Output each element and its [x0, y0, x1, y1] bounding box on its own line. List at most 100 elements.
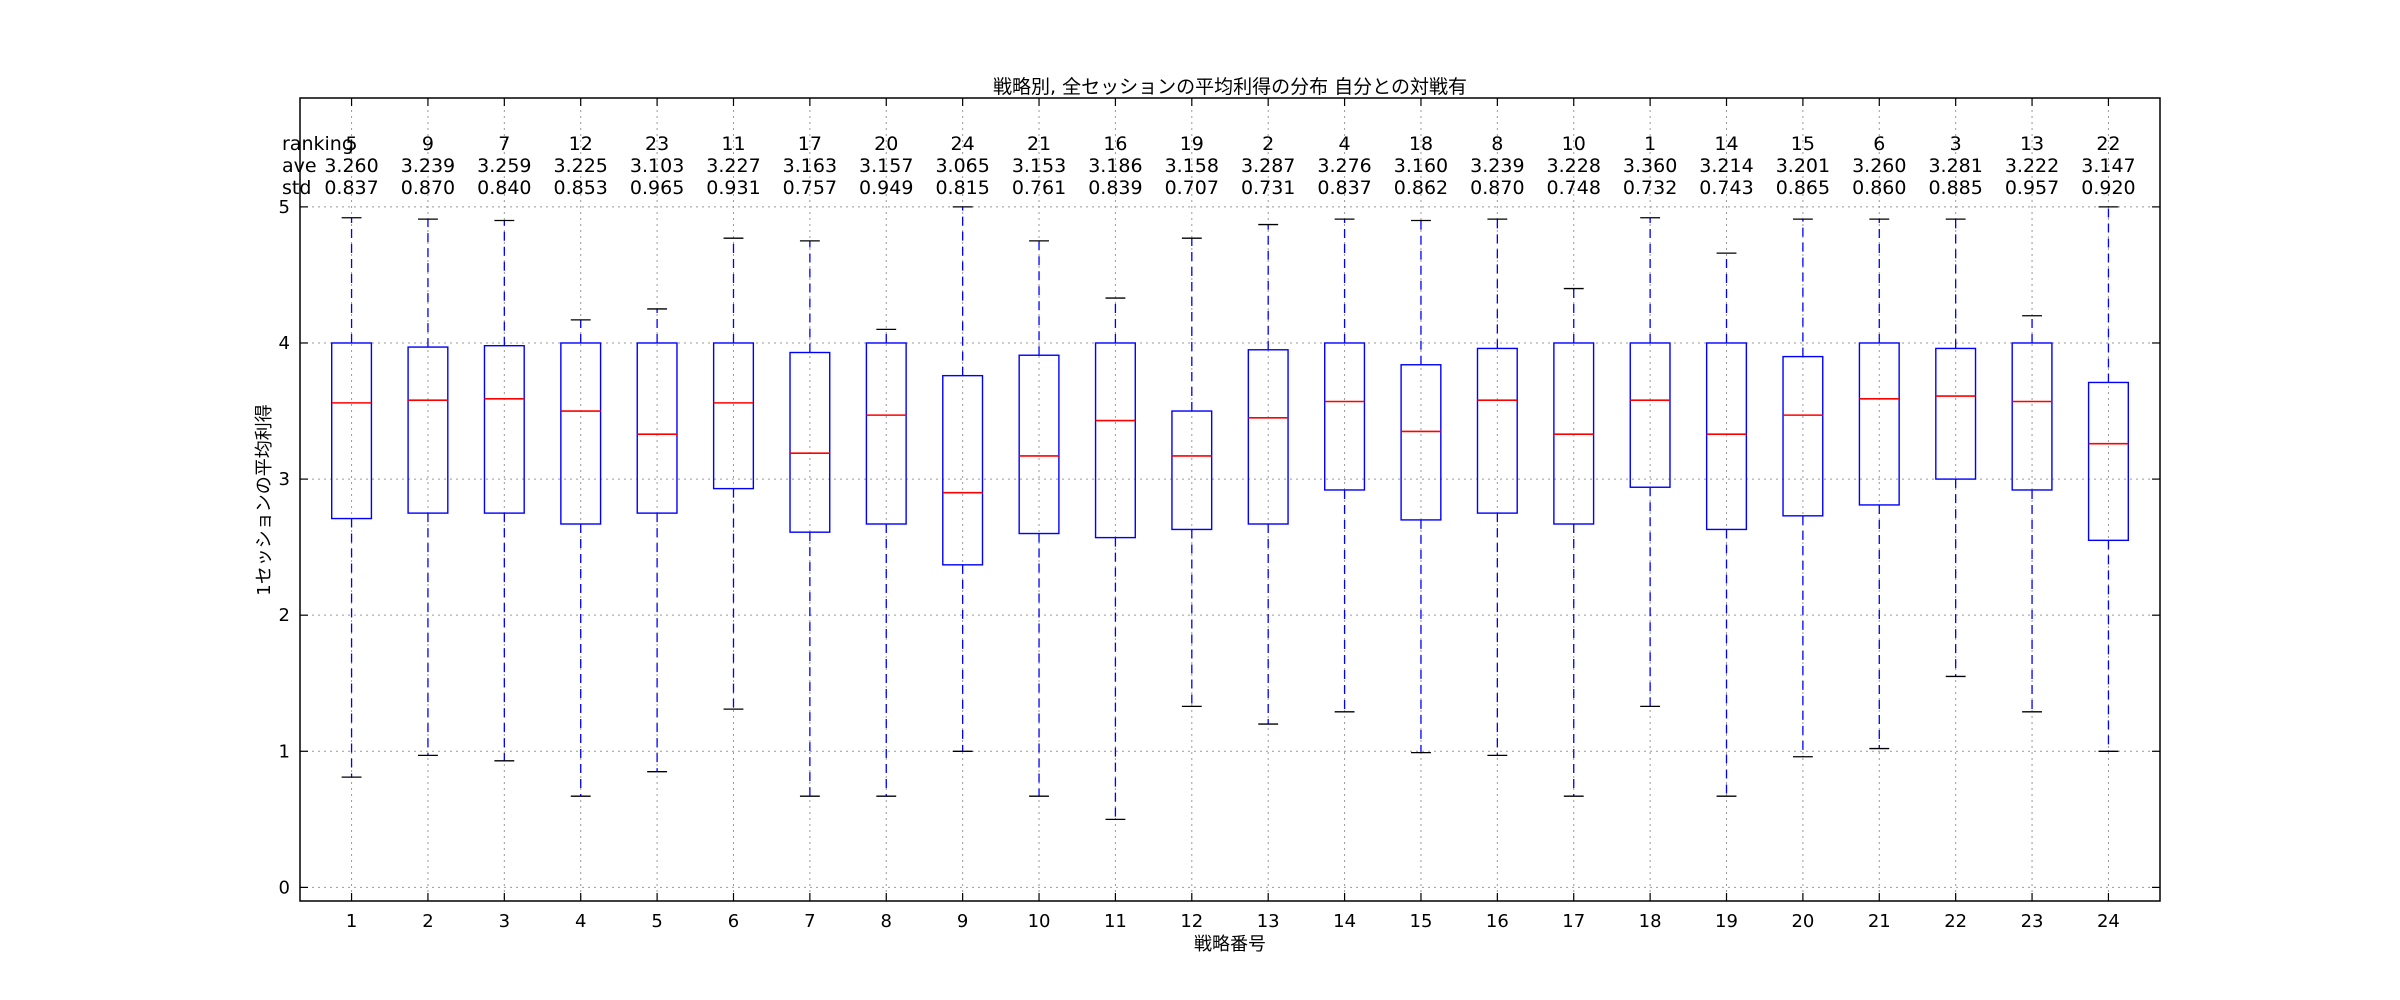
box-iqr	[2087, 381, 2129, 542]
box-iqr	[1629, 342, 1671, 488]
std-value: 0.965	[630, 177, 684, 199]
y-tick-label: 4	[279, 333, 290, 354]
std-value: 0.862	[1394, 177, 1448, 199]
ave-value: 3.222	[2005, 155, 2059, 177]
box-iqr	[865, 342, 907, 525]
ranking-value: 2	[1262, 133, 1274, 155]
box-iqr	[1705, 342, 1748, 531]
x-tick-label: 24	[2097, 911, 2120, 932]
box-iqr	[1094, 342, 1136, 539]
x-axis-label: 戦略番号	[1194, 934, 1266, 955]
std-value: 0.731	[1241, 177, 1295, 199]
ranking-value: 5	[346, 133, 358, 155]
std-row-label: std	[282, 177, 311, 199]
x-tick-label: 12	[1180, 911, 1203, 932]
box-iqr	[331, 342, 373, 520]
x-tick-label: 8	[881, 911, 892, 932]
ave-value: 3.157	[859, 155, 913, 177]
ave-value: 3.259	[477, 155, 531, 177]
box-iqr	[1247, 349, 1289, 525]
x-tick-label: 10	[1028, 911, 1051, 932]
box-iqr	[1324, 342, 1366, 491]
x-tick-label: 15	[1410, 911, 1433, 932]
ranking-value: 17	[798, 133, 822, 155]
ranking-value: 6	[1873, 133, 1885, 155]
std-value: 0.860	[1852, 177, 1906, 199]
x-tick-label: 6	[728, 911, 739, 932]
std-value: 0.885	[1928, 177, 1982, 199]
ave-value: 3.239	[401, 155, 455, 177]
ranking-value: 9	[422, 133, 434, 155]
ranking-value: 12	[569, 133, 593, 155]
ave-value: 3.153	[1012, 155, 1066, 177]
ranking-value: 18	[1409, 133, 1433, 155]
ranking-value: 20	[874, 133, 898, 155]
std-value: 0.920	[2081, 177, 2135, 199]
x-tick-label: 20	[1791, 911, 1814, 932]
std-value: 0.761	[1012, 177, 1066, 199]
ave-value: 3.225	[554, 155, 608, 177]
x-tick-label: 22	[1944, 911, 1967, 932]
std-value: 0.815	[935, 177, 989, 199]
ranking-value: 16	[1103, 133, 1127, 155]
ave-value: 3.287	[1241, 155, 1295, 177]
ave-value: 3.065	[935, 155, 989, 177]
std-value: 0.870	[1470, 177, 1524, 199]
ranking-value: 3	[1950, 133, 1962, 155]
ave-value: 3.214	[1699, 155, 1753, 177]
ranking-value: 11	[721, 133, 745, 155]
ave-value: 3.276	[1317, 155, 1371, 177]
box-iqr	[2011, 342, 2053, 491]
box-iqr	[1858, 342, 1900, 506]
ave-value: 3.239	[1470, 155, 1524, 177]
ave-value: 3.160	[1394, 155, 1448, 177]
x-tick-label: 16	[1486, 911, 1509, 932]
x-tick-label: 11	[1104, 911, 1127, 932]
ave-value: 3.103	[630, 155, 684, 177]
std-value: 0.837	[1317, 177, 1371, 199]
ranking-value: 15	[1791, 133, 1815, 155]
ranking-value: 1	[1644, 133, 1656, 155]
box-iqr	[1018, 354, 1060, 535]
box-iqr	[407, 346, 449, 514]
box-iqr	[1935, 347, 1977, 480]
ranking-value: 8	[1491, 133, 1503, 155]
x-tick-label: 1	[346, 911, 357, 932]
std-value: 0.837	[324, 177, 378, 199]
x-tick-label: 13	[1257, 911, 1280, 932]
x-tick-label: 17	[1562, 911, 1585, 932]
ave-value: 3.201	[1776, 155, 1830, 177]
chart-title: 戦略別, 全セッションの平均利得の分布 自分との対戦有	[993, 76, 1467, 98]
ave-value: 3.281	[1928, 155, 1982, 177]
box-iqr	[1782, 355, 1824, 517]
ranking-value: 7	[498, 133, 510, 155]
y-tick-label: 2	[279, 605, 290, 626]
x-tick-label: 9	[957, 911, 968, 932]
std-value: 0.748	[1547, 177, 1601, 199]
box-iqr	[1476, 347, 1518, 514]
y-tick-label: 5	[279, 197, 290, 218]
ave-value: 3.260	[324, 155, 378, 177]
ave-value: 3.163	[783, 155, 837, 177]
std-value: 0.732	[1623, 177, 1677, 199]
ranking-value: 24	[951, 133, 975, 155]
std-value: 0.865	[1776, 177, 1830, 199]
box-series	[331, 206, 2129, 820]
x-tick-label: 21	[1868, 911, 1891, 932]
y-tick-label: 0	[279, 877, 290, 898]
std-value: 0.931	[706, 177, 760, 199]
ranking-value: 23	[645, 133, 669, 155]
ranking-value: 21	[1027, 133, 1051, 155]
ave-value: 3.158	[1165, 155, 1219, 177]
x-tick-label: 2	[422, 911, 433, 932]
ranking-value: 22	[2096, 133, 2120, 155]
box-iqr	[483, 345, 525, 514]
ranking-row-label: ranking	[282, 133, 354, 155]
std-value: 0.757	[783, 177, 837, 199]
box-iqr	[636, 342, 678, 514]
box-iqr	[1400, 364, 1442, 521]
ranking-value: 13	[2020, 133, 2044, 155]
ave-value: 3.260	[1852, 155, 1906, 177]
std-value: 0.870	[401, 177, 455, 199]
